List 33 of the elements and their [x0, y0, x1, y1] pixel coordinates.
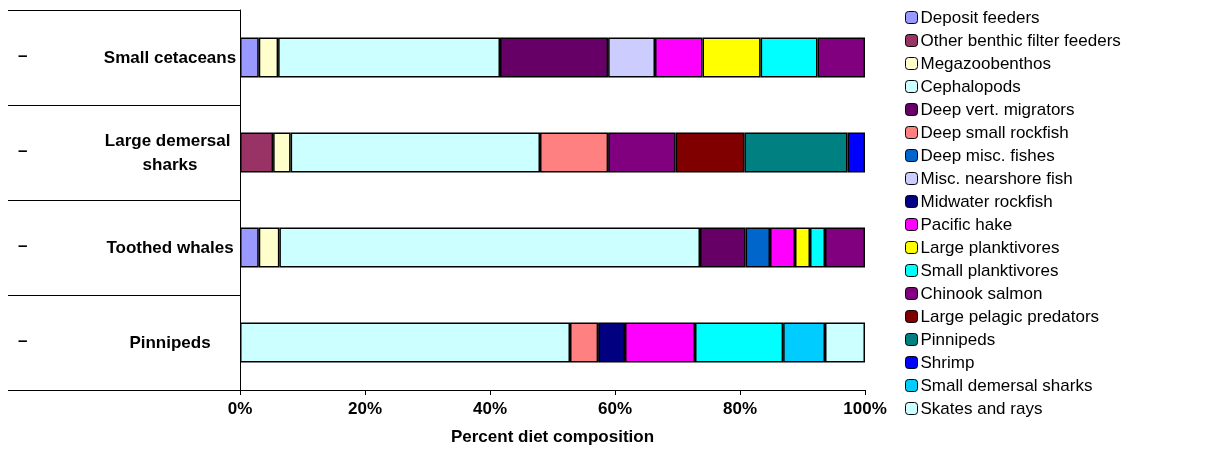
text: –: [18, 235, 28, 255]
x-tick-label: 0%: [227, 399, 253, 418]
y-tick-label: Large demersal sharks: [104, 131, 236, 174]
y-tick-label: Pinnipeds: [129, 333, 211, 352]
legend-label: Deep misc. fishes: [920, 146, 1055, 165]
y-tick-label: Small cetaceans: [103, 48, 237, 67]
legend-label: Shrimp: [920, 353, 975, 372]
x-axis-title: Percent diet composition: [450, 427, 655, 446]
x-tick-label: 100%: [843, 399, 887, 418]
legend-label: Midwater rockfish: [920, 192, 1053, 211]
legend-label: Large pelagic predators: [920, 307, 1100, 326]
x-tick-label: 80%: [722, 399, 758, 418]
legend-label: Other benthic filter feeders: [920, 31, 1121, 50]
x-tick-label: 20%: [347, 399, 383, 418]
legend-label: Cephalopods: [920, 77, 1021, 96]
legend-label: Pacific hake: [920, 215, 1013, 234]
legend-label: Skates and rays: [920, 399, 1043, 418]
x-tick-label: 60%: [597, 399, 633, 418]
legend-label: Megazoobenthos: [920, 54, 1051, 73]
legend-label: Deep vert. migrators: [920, 100, 1075, 119]
legend-label: Pinnipeds: [920, 330, 996, 349]
text: –: [18, 45, 28, 65]
legend-label: Deep small rockfish: [920, 123, 1069, 142]
legend-label: Large planktivores: [920, 238, 1060, 257]
legend-label: Deposit feeders: [920, 8, 1040, 27]
legend-label: Misc. nearshore fish: [920, 169, 1073, 188]
y-tick-label: Toothed whales: [106, 238, 234, 257]
legend-label: Chinook salmon: [920, 284, 1043, 303]
legend-label: Small planktivores: [920, 261, 1059, 280]
legend-label: Small demersal sharks: [920, 376, 1093, 395]
text: –: [18, 330, 28, 350]
x-tick-label: 40%: [472, 399, 508, 418]
text: –: [18, 140, 28, 160]
